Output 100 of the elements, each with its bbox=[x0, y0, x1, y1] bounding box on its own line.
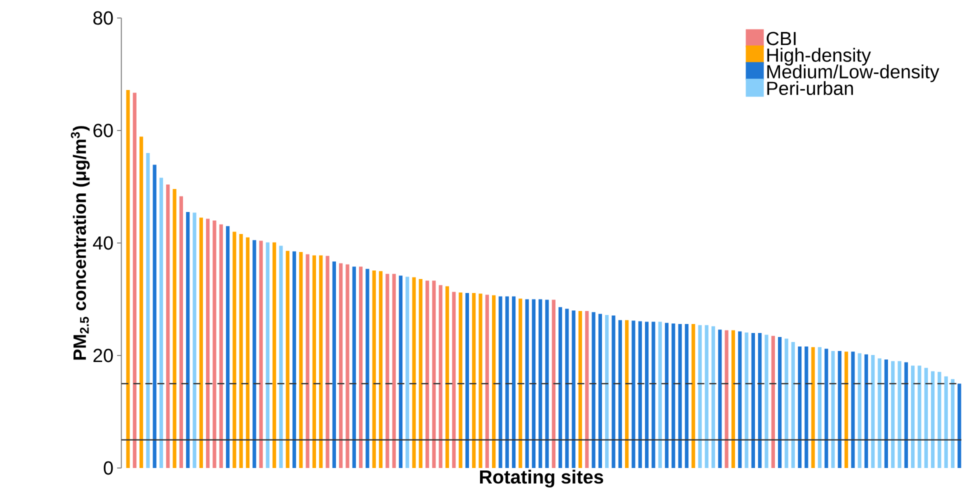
bar bbox=[851, 352, 855, 468]
bar bbox=[465, 293, 469, 468]
bar bbox=[266, 242, 270, 468]
bar bbox=[492, 295, 496, 468]
bar bbox=[744, 332, 748, 468]
bar bbox=[778, 336, 782, 468]
bar bbox=[572, 310, 576, 468]
bar bbox=[904, 362, 908, 468]
bar bbox=[652, 322, 656, 468]
bar bbox=[525, 299, 529, 468]
bar bbox=[398, 276, 402, 468]
bar bbox=[126, 90, 130, 468]
bar bbox=[764, 334, 768, 468]
bar bbox=[299, 252, 303, 468]
bar bbox=[346, 264, 350, 468]
bar bbox=[711, 326, 716, 468]
bar bbox=[366, 268, 370, 468]
bar bbox=[950, 379, 955, 468]
bar bbox=[898, 361, 902, 468]
bar bbox=[472, 293, 476, 468]
bar bbox=[878, 358, 882, 468]
bar bbox=[844, 352, 848, 468]
bar bbox=[172, 188, 176, 468]
bar bbox=[206, 218, 210, 468]
legend-label: Medium/Low-density bbox=[767, 64, 940, 82]
bar bbox=[664, 322, 669, 468]
bar bbox=[678, 324, 682, 468]
bar bbox=[612, 316, 616, 468]
y-tick-label: 20 bbox=[93, 348, 113, 362]
bar bbox=[226, 226, 230, 468]
bar bbox=[552, 300, 556, 468]
bar bbox=[918, 366, 922, 468]
bar bbox=[512, 296, 516, 468]
bar bbox=[818, 347, 822, 468]
bar bbox=[791, 342, 795, 468]
bar bbox=[578, 311, 582, 468]
bar bbox=[698, 325, 702, 468]
bar bbox=[758, 333, 762, 468]
bar bbox=[339, 263, 343, 468]
bar bbox=[751, 333, 755, 468]
bar bbox=[192, 212, 196, 468]
bar bbox=[938, 372, 942, 468]
bar bbox=[272, 242, 276, 468]
bar bbox=[152, 164, 156, 468]
bar bbox=[598, 314, 602, 468]
bar bbox=[718, 330, 722, 468]
bar bbox=[332, 262, 336, 468]
bar bbox=[911, 366, 915, 468]
bar bbox=[219, 224, 223, 468]
bar bbox=[838, 351, 842, 468]
bar bbox=[485, 294, 489, 468]
bar bbox=[644, 322, 649, 468]
bar bbox=[692, 324, 696, 468]
bar bbox=[438, 285, 442, 468]
y-tick-label: 0 bbox=[104, 461, 113, 475]
bar bbox=[140, 136, 144, 468]
bar bbox=[632, 320, 636, 468]
bar bbox=[518, 298, 522, 468]
bar bbox=[924, 368, 928, 468]
bar bbox=[146, 152, 150, 468]
y-axis-title: PM$_{2.5}$ concentration (μg/m$^{3}$) bbox=[70, 126, 90, 360]
bar bbox=[132, 92, 136, 468]
bar bbox=[958, 384, 962, 468]
bar bbox=[625, 320, 629, 468]
bar bbox=[538, 299, 542, 468]
bar bbox=[239, 234, 243, 468]
bar bbox=[930, 371, 935, 468]
bar bbox=[798, 346, 802, 468]
bar bbox=[186, 212, 190, 468]
bar bbox=[326, 256, 330, 468]
bar bbox=[738, 331, 742, 468]
bar bbox=[179, 196, 184, 468]
bar bbox=[871, 354, 875, 468]
bar bbox=[445, 286, 450, 468]
bar bbox=[406, 276, 410, 468]
bar bbox=[565, 308, 569, 468]
bar bbox=[159, 178, 164, 468]
bar bbox=[804, 346, 808, 468]
bar bbox=[704, 325, 708, 468]
y-tick-label: 80 bbox=[93, 11, 113, 25]
bar bbox=[498, 296, 502, 468]
bar bbox=[312, 255, 316, 468]
bar bbox=[212, 220, 216, 468]
y-tick-label: 60 bbox=[93, 124, 113, 138]
bar bbox=[884, 359, 888, 468]
bar bbox=[592, 312, 596, 468]
bar bbox=[478, 294, 482, 468]
bar bbox=[658, 322, 662, 468]
bar bbox=[306, 254, 310, 468]
bar bbox=[771, 336, 775, 468]
bar bbox=[638, 321, 642, 468]
legend-label: High-density bbox=[767, 48, 871, 66]
bar bbox=[232, 232, 236, 468]
x-axis-title: Rotating sites bbox=[480, 470, 604, 488]
bar bbox=[585, 311, 589, 468]
bar bbox=[412, 277, 416, 468]
bar bbox=[458, 292, 462, 468]
bar bbox=[199, 218, 203, 468]
bar bbox=[618, 320, 622, 468]
bar bbox=[724, 330, 728, 468]
